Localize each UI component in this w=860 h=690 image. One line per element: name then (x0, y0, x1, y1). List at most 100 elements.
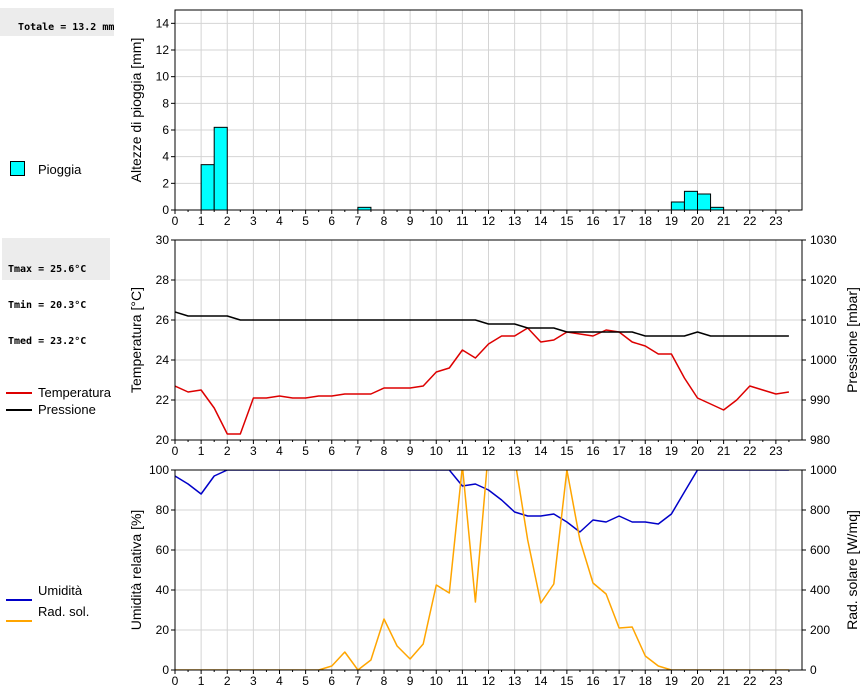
series-group (175, 311, 790, 435)
y2-tick-label: 1030 (810, 233, 837, 247)
x-tick-label: 3 (250, 674, 257, 688)
x-tick-label: 1 (198, 674, 205, 688)
radiation-legend-label: Rad. sol. (38, 604, 90, 619)
plot-frame (174, 9, 803, 211)
x-tick-label: 13 (508, 674, 522, 688)
y-tick-label: 10 (156, 70, 170, 84)
x-tick-label: 14 (534, 674, 548, 688)
x-tick-label: 7 (355, 214, 362, 228)
y2-tick-label: 1000 (810, 463, 837, 477)
rain-bar (670, 201, 685, 210)
x-tick-label: 9 (407, 214, 414, 228)
y-tick-label: 8 (162, 96, 169, 110)
x-tick-label: 23 (769, 214, 783, 228)
tmin-text: Tmin = 20.3°C (8, 300, 87, 311)
rain-bar (697, 193, 712, 210)
y-tick-label: 4 (162, 150, 169, 164)
x-tick-label: 10 (430, 674, 444, 688)
y-tick-label: 22 (156, 393, 170, 407)
y-tick-label: 12 (156, 43, 170, 57)
x-tick-label: 8 (381, 214, 388, 228)
tmax-text: Tmax = 25.6°C (8, 264, 87, 275)
x-tick-label: 20 (691, 214, 705, 228)
pressure-legend-label: Pressione (38, 402, 96, 417)
y-tick-label: 0 (162, 663, 169, 677)
x-tick-label: 5 (302, 674, 309, 688)
humidity-legend-label: Umidità (38, 583, 83, 598)
temperature-line (175, 327, 790, 435)
y2-tick-label: 800 (810, 503, 830, 517)
y-tick-label: 100 (149, 463, 169, 477)
x-tick-label: 11 (456, 444, 469, 458)
x-tick-label: 7 (355, 674, 362, 688)
pressure-legend-line (6, 409, 32, 411)
y-tick-label: 28 (156, 273, 170, 287)
x-tick-label: 1 (198, 444, 205, 458)
temperature-legend-label: Temperatura (38, 385, 111, 400)
x-tick-label: 21 (717, 674, 731, 688)
rain-legend: Pioggia (0, 155, 130, 185)
y2-axis-label: Rad. solare [W/mq] (844, 510, 860, 630)
y-axis-label: Umidità relativa [%] (128, 510, 144, 631)
x-tick-label: 8 (381, 444, 388, 458)
x-tick-label: 15 (560, 674, 574, 688)
x-tick-label: 12 (482, 444, 496, 458)
x-tick-label: 16 (586, 444, 600, 458)
y-tick-label: 60 (156, 543, 170, 557)
y-tick-label: 24 (156, 353, 170, 367)
rain-total-box: Totale = 13.2 mm (0, 8, 114, 36)
y-tick-label: 20 (156, 623, 170, 637)
temperature-stats-box: Tmax = 25.6°C Tmin = 20.3°C Tmed = 23.2°… (2, 238, 110, 347)
x-tick-label: 9 (407, 444, 414, 458)
x-tick-label: 20 (691, 674, 705, 688)
x-tick-label: 13 (508, 214, 522, 228)
x-tick-label: 4 (276, 674, 283, 688)
rain-bar (200, 164, 215, 210)
x-tick-label: 4 (276, 214, 283, 228)
x-tick-label: 1 (198, 214, 205, 228)
y-tick-label: 6 (162, 123, 169, 137)
x-tick-label: 19 (665, 444, 679, 458)
x-tick-label: 0 (172, 674, 179, 688)
x-tick-label: 22 (743, 674, 757, 688)
x-tick-label: 8 (381, 674, 388, 688)
x-tick-label: 17 (612, 444, 626, 458)
y-tick-label: 40 (156, 583, 170, 597)
radiation-legend-line (6, 620, 32, 622)
temperature-legend-line (6, 392, 32, 394)
x-tick-label: 13 (508, 444, 522, 458)
x-tick-label: 2 (224, 214, 231, 228)
x-tick-label: 7 (355, 444, 362, 458)
temp-pressure-legend: Temperatura Pressione (0, 380, 130, 420)
x-tick-label: 3 (250, 214, 257, 228)
y2-tick-label: 600 (810, 543, 830, 557)
y-tick-label: 2 (162, 176, 169, 190)
x-tick-label: 21 (717, 444, 731, 458)
y-tick-label: 30 (156, 233, 170, 247)
y-tick-label: 20 (156, 433, 170, 447)
x-tick-label: 5 (302, 444, 309, 458)
plot-frame (174, 239, 803, 441)
x-tick-label: 21 (717, 214, 731, 228)
x-tick-label: 20 (691, 444, 705, 458)
y-tick-label: 26 (156, 313, 170, 327)
y2-axis-label: Pressione [mbar] (844, 287, 860, 393)
x-tick-label: 12 (482, 674, 496, 688)
y-tick-label: 14 (156, 16, 170, 30)
y2-tick-label: 200 (810, 623, 830, 637)
y2-tick-label: 1010 (810, 313, 837, 327)
x-tick-label: 6 (328, 214, 335, 228)
y2-tick-label: 1000 (810, 353, 837, 367)
x-tick-label: 0 (172, 444, 179, 458)
rain-bar (683, 190, 698, 210)
x-tick-label: 2 (224, 674, 231, 688)
x-tick-label: 15 (560, 444, 574, 458)
rain-legend-label: Pioggia (38, 162, 82, 177)
humidity-legend-line (6, 599, 32, 601)
x-tick-label: 6 (328, 674, 335, 688)
y2-tick-label: 990 (810, 393, 830, 407)
rain-total-text: Totale = 13.2 mm (18, 22, 115, 33)
x-tick-label: 18 (639, 214, 653, 228)
x-tick-label: 0 (172, 214, 179, 228)
plot-frame (174, 469, 803, 671)
